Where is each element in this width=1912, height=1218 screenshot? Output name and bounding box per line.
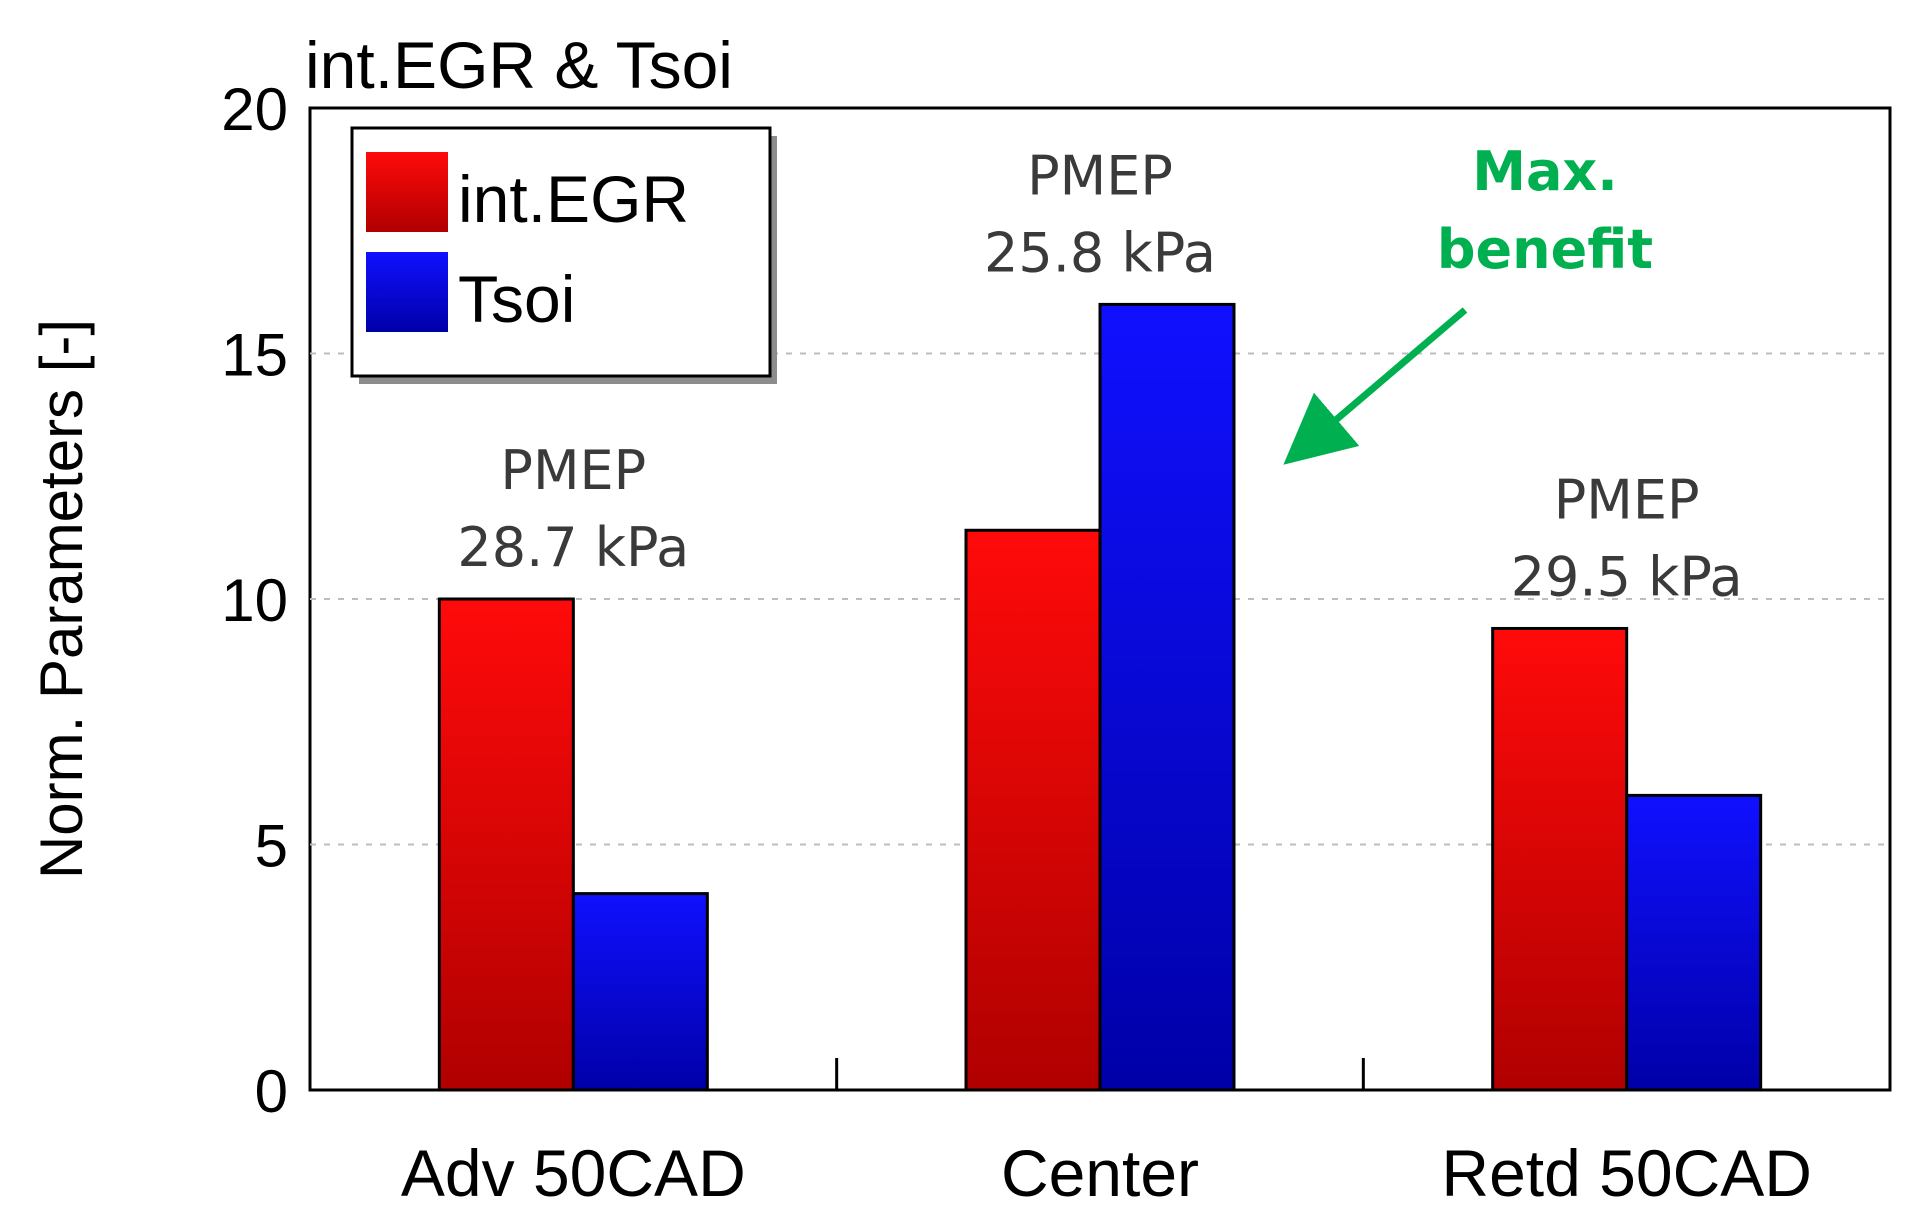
chart-title: int.EGR & Tsoi: [305, 28, 733, 102]
y-tick-label: 10: [221, 567, 288, 634]
pmep-value: 28.7 kPa: [457, 516, 689, 579]
bar-tsoi: [571, 892, 709, 1092]
max-benefit-line2: benefit: [1437, 218, 1653, 281]
x-tick-label: Adv 50CAD: [401, 1136, 746, 1210]
pmep-label: PMEP: [1027, 144, 1173, 207]
y-tick-label: 15: [221, 322, 288, 389]
pmep-value: 25.8 kPa: [984, 221, 1216, 284]
bar-tsoi: [1098, 302, 1236, 1092]
y-tick-label: 20: [221, 76, 288, 143]
legend-label-tsoi: Tsoi: [458, 262, 575, 336]
legend-swatch-int-egr: [366, 152, 448, 232]
pmep-label: PMEP: [1554, 468, 1700, 531]
max-benefit-arrow: [1283, 307, 1468, 465]
max-benefit-annotation: Max. benefit: [1283, 140, 1653, 465]
x-tick-label: Retd 50CAD: [1441, 1136, 1812, 1210]
legend-swatch-tsoi: [366, 252, 448, 332]
bar-tsoi: [1625, 793, 1763, 1092]
max-benefit-line1: Max.: [1472, 140, 1618, 203]
legend: int.EGR Tsoi: [350, 126, 777, 384]
legend-label-int-egr: int.EGR: [458, 162, 689, 236]
y-tick-label: 5: [255, 813, 288, 880]
pmep-label: PMEP: [500, 439, 646, 502]
bar-int-egr: [437, 597, 575, 1092]
y-axis-label: Norm. Parameters [-]: [28, 319, 95, 879]
y-tick-label: 0: [255, 1058, 288, 1125]
bar-int-egr: [964, 528, 1102, 1092]
pmep-value: 29.5 kPa: [1511, 545, 1743, 608]
bar-int-egr: [1491, 626, 1629, 1092]
x-tick-label: Center: [1001, 1136, 1199, 1210]
